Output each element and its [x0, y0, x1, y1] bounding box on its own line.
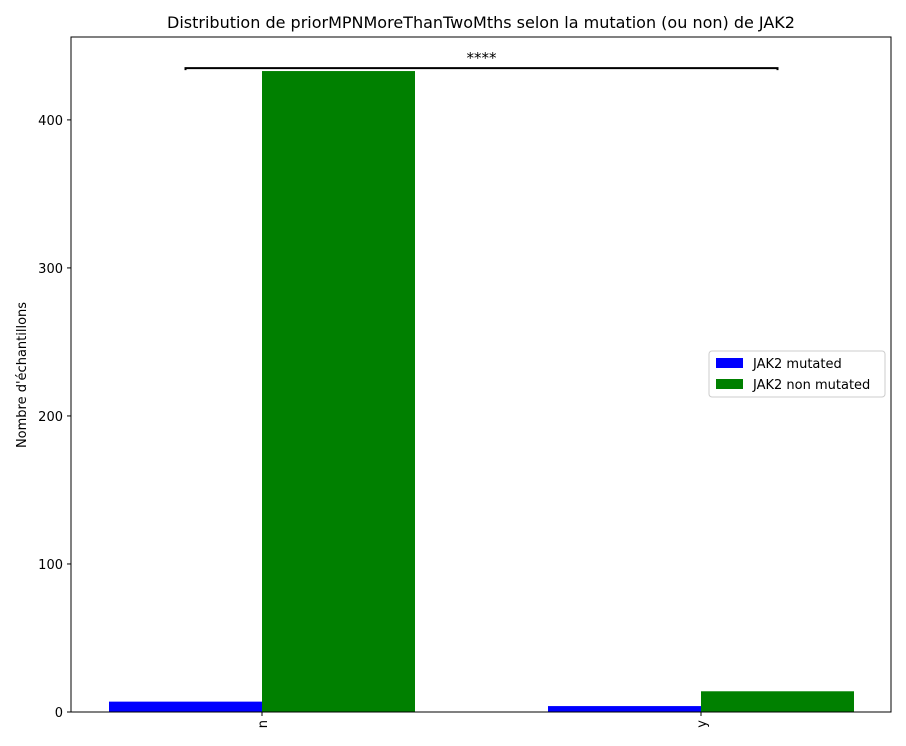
- y-tick-label: 0: [55, 706, 63, 721]
- legend-box: [708, 350, 886, 398]
- y-tick-label: 100: [38, 558, 63, 573]
- bar-mutated-n: [109, 701, 262, 712]
- legend-swatch-mutated: [716, 358, 743, 368]
- plot-frame: [70, 36, 892, 713]
- bar-non-mutated-y: [701, 691, 854, 712]
- legend-label-mutated: JAK2 mutated: [752, 357, 842, 372]
- bars-layer: [109, 71, 854, 713]
- legend: JAK2 mutated JAK2 non mutated: [708, 350, 886, 398]
- bar-mutated-y: [548, 706, 701, 712]
- chart-title: Distribution de priorMPNMoreThanTwoMths …: [167, 13, 795, 32]
- x-tick-label-n: n: [256, 720, 271, 728]
- significance-annotation: ****: [184, 49, 779, 71]
- y-axis: 0 100 200 300 400: [38, 114, 71, 721]
- legend-swatch-non-mutated: [716, 379, 743, 389]
- x-tick-label-y: y: [695, 720, 710, 728]
- y-tick-label: 400: [38, 114, 63, 129]
- y-axis-label: Nombre d'échantillons: [15, 302, 30, 448]
- y-tick-label: 200: [38, 410, 63, 425]
- y-tick-label: 300: [38, 262, 63, 277]
- significance-label: ****: [467, 49, 498, 67]
- bar-non-mutated-n: [262, 71, 415, 713]
- legend-label-non-mutated: JAK2 non mutated: [752, 378, 870, 393]
- significance-bracket: [184, 67, 779, 71]
